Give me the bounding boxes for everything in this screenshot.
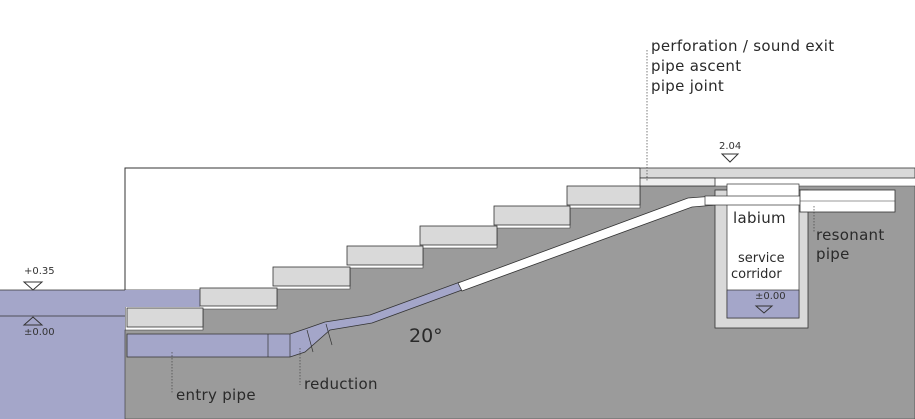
step-6 — [493, 205, 571, 226]
pipe-segment — [325, 323, 333, 346]
label-resonant-pipe: pipe — [816, 245, 850, 263]
label-reduction: reduction — [304, 375, 378, 393]
label-angle: 20° — [409, 325, 443, 347]
level-marker-water-zero — [22, 316, 44, 326]
labium-pipe — [704, 195, 816, 206]
step-5 — [419, 225, 498, 246]
step-7 — [566, 185, 641, 206]
label-pipe-joint: pipe joint — [651, 77, 725, 95]
label-corridor: corridor — [731, 267, 782, 282]
label-service: service — [738, 251, 785, 266]
label-water-high: +0.35 — [24, 266, 55, 277]
step-3 — [272, 266, 351, 287]
steps — [126, 167, 915, 328]
water-body — [0, 290, 125, 419]
label-level-corridor: ±0.00 — [755, 291, 786, 302]
level-marker-top — [720, 153, 740, 163]
step-2 — [199, 287, 278, 307]
pipe-segment — [306, 329, 314, 353]
step-1 — [126, 307, 204, 328]
step-4 — [346, 245, 424, 266]
label-labium: labium — [733, 209, 786, 227]
level-marker-water-high — [22, 281, 44, 291]
water-at-steps — [125, 290, 200, 307]
label-pipe-ascent: pipe ascent — [651, 57, 742, 75]
leader-lines — [171, 50, 815, 393]
level-marker-corridor — [754, 305, 774, 314]
label-water-zero: ±0.00 — [24, 327, 55, 338]
label-resonant: resonant — [816, 226, 885, 244]
top-slab-lower — [639, 177, 716, 187]
corridor-water — [726, 289, 800, 319]
label-perforation: perforation / sound exit — [651, 37, 835, 55]
label-level-top: 2.04 — [719, 141, 742, 152]
label-entry-pipe: entry pipe — [176, 386, 256, 404]
top-slab — [639, 167, 915, 179]
